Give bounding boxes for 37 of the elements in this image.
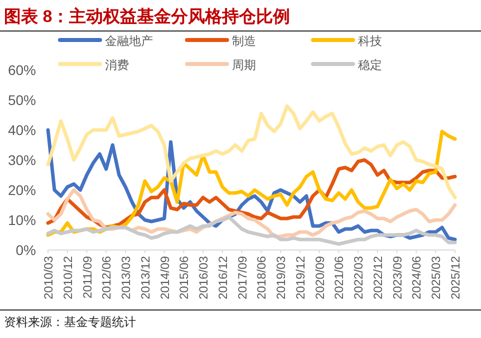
x-tick-label: 2012/06: [100, 256, 114, 300]
x-tick-label: 2016/03: [196, 256, 211, 300]
text: 资料来源：基金专题统计: [4, 315, 136, 329]
y-tick-label: 0%: [16, 242, 36, 258]
x-tick-label: 2020/09: [312, 256, 327, 300]
x-tick-label: 2021/06: [332, 256, 346, 300]
y-tick-label: 40%: [8, 122, 36, 138]
x-tick-label: 2022/12: [370, 256, 385, 300]
x-tick-label: 2013/12: [138, 256, 152, 300]
legend-label: 周期: [232, 58, 256, 72]
x-tick-label: 2019/03: [274, 256, 288, 300]
x-tick-label: 2015/06: [177, 256, 192, 300]
x-tick-label: 2013/03: [119, 256, 134, 300]
x-tick-label: 2010/12: [60, 256, 75, 300]
y-tick-label: 30%: [8, 152, 36, 168]
y-tick-label: 50%: [8, 92, 36, 108]
x-tick-label: 2017/09: [235, 256, 250, 300]
y-tick-label: 20%: [8, 182, 36, 198]
x-tick-label: 2019/12: [293, 256, 308, 300]
y-tick-label: 60%: [8, 62, 36, 78]
x-tick-label: 2025/12: [448, 256, 462, 300]
x-tick-label: 2018/06: [254, 256, 269, 300]
legend-label: 稳定: [358, 58, 382, 72]
x-tick-label: 2022/03: [352, 256, 366, 300]
y-tick-label: 10%: [8, 212, 36, 228]
x-tick-label: 2011/09: [80, 256, 94, 298]
chart-title: 图表 8：主动权益基金分风格持仓比例: [4, 7, 290, 26]
legend-label: 金融地产: [105, 34, 153, 48]
x-tick-label: 2016/12: [216, 256, 230, 300]
x-tick-label: 2023/09: [390, 256, 404, 300]
legend-label: 制造: [232, 34, 256, 48]
x-tick-label: 2024/06: [410, 256, 424, 300]
legend-label: 科技: [358, 34, 382, 48]
legend-label: 消费: [105, 58, 129, 72]
x-tick-label: 2014/09: [158, 256, 172, 300]
x-tick-label: 2025/03: [429, 256, 444, 300]
x-tick-label: 2010/03: [42, 256, 56, 300]
